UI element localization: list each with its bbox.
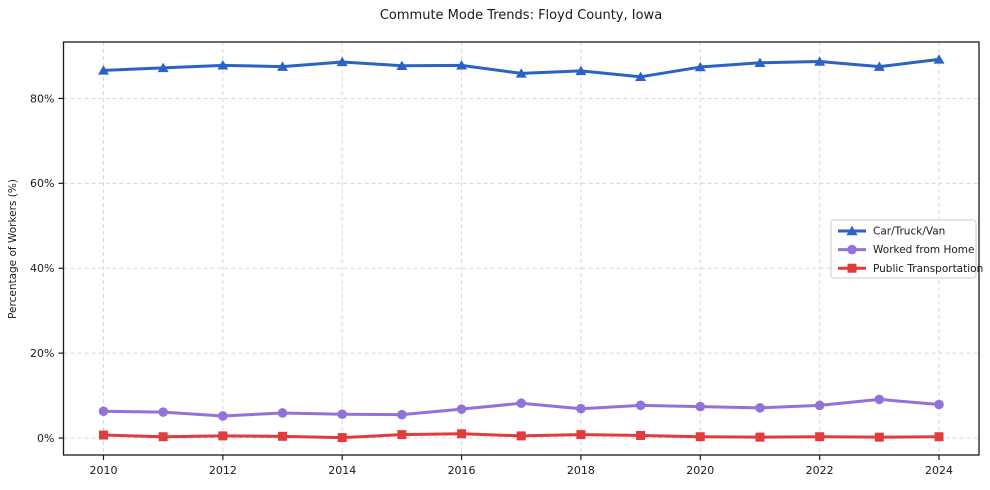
marker-public-transportation-2021 bbox=[755, 432, 765, 442]
marker-worked-from-home-2023 bbox=[874, 394, 885, 405]
legend-circle-icon bbox=[847, 244, 857, 255]
legend-item-worked-from-home: Worked from Home bbox=[838, 244, 974, 256]
y-axis-label: Percentage of Workers (%) bbox=[7, 179, 19, 319]
marker-worked-from-home-2012 bbox=[218, 411, 228, 421]
legend-triangle-icon bbox=[846, 225, 858, 236]
marker-car-truck-van-2013 bbox=[277, 61, 289, 71]
marker-worked-from-home-2014 bbox=[337, 409, 348, 420]
x-tick-label-2010: 2010 bbox=[89, 464, 117, 477]
marker-worked-from-home-2011 bbox=[158, 407, 168, 417]
marker-public-transportation-2020 bbox=[695, 432, 705, 442]
marker-car-truck-van-2022 bbox=[814, 56, 826, 66]
y-tick-label-40: 40% bbox=[30, 262, 54, 275]
marker-car-truck-van-2016 bbox=[456, 60, 468, 70]
x-tick-label-2012: 2012 bbox=[209, 464, 237, 477]
marker-worked-from-home-2013 bbox=[277, 408, 288, 418]
marker-public-transportation-2015 bbox=[397, 430, 407, 440]
marker-car-truck-van-2023 bbox=[873, 61, 885, 71]
marker-car-truck-van-2010 bbox=[97, 65, 109, 75]
marker-public-transportation-2024 bbox=[934, 432, 944, 442]
marker-car-truck-van-2018 bbox=[575, 65, 587, 76]
marker-public-transportation-2010 bbox=[98, 430, 108, 440]
y-tick-label-0: 0% bbox=[37, 432, 54, 445]
marker-car-truck-van-2015 bbox=[396, 60, 408, 70]
marker-car-truck-van-2017 bbox=[515, 68, 527, 78]
marker-public-transportation-2013 bbox=[278, 431, 288, 441]
x-tick-label-2022: 2022 bbox=[806, 464, 834, 477]
marker-worked-from-home-2017 bbox=[516, 398, 527, 409]
marker-public-transportation-2011 bbox=[158, 432, 168, 442]
marker-worked-from-home-2024 bbox=[934, 399, 944, 410]
marker-public-transportation-2019 bbox=[636, 430, 646, 440]
legend-label-worked-from-home: Worked from Home bbox=[873, 244, 974, 256]
x-tick-label-2016: 2016 bbox=[448, 464, 476, 477]
marker-public-transportation-2012 bbox=[218, 431, 228, 441]
marker-car-truck-van-2014 bbox=[336, 56, 348, 67]
chart-title: Commute Mode Trends: Floyd County, Iowa bbox=[379, 8, 663, 23]
marker-car-truck-van-2012 bbox=[217, 60, 229, 70]
marker-public-transportation-2023 bbox=[874, 432, 884, 442]
marker-worked-from-home-2021 bbox=[755, 403, 765, 413]
marker-worked-from-home-2018 bbox=[576, 403, 586, 414]
marker-car-truck-van-2011 bbox=[157, 62, 169, 73]
legend: Car/Truck/Van Worked from Home Public Tran… bbox=[830, 219, 983, 279]
legend-label-car-truck-van: Car/Truck/Van bbox=[873, 226, 945, 238]
marker-car-truck-van-2019 bbox=[635, 71, 647, 82]
marker-worked-from-home-2016 bbox=[456, 404, 467, 414]
legend-item-car-truck-van: Car/Truck/Van bbox=[838, 226, 945, 238]
legend-label-public-transportation: Public Transportation bbox=[873, 263, 983, 275]
marker-worked-from-home-2010 bbox=[98, 406, 109, 417]
x-tick-label-2014: 2014 bbox=[328, 464, 356, 477]
marker-public-transportation-2017 bbox=[516, 431, 526, 441]
marker-public-transportation-2014 bbox=[337, 433, 347, 443]
x-tick-label-2018: 2018 bbox=[567, 464, 595, 477]
legend-box bbox=[830, 219, 977, 279]
axes-spines bbox=[62, 41, 980, 456]
marker-public-transportation-2018 bbox=[576, 430, 586, 440]
y-tick-label-20: 20% bbox=[30, 347, 54, 360]
x-tick-label-2020: 2020 bbox=[686, 464, 714, 477]
y-tick-label-80: 80% bbox=[30, 92, 54, 105]
legend-item-public-transportation: Public Transportation bbox=[838, 263, 983, 275]
marker-worked-from-home-2022 bbox=[814, 400, 825, 411]
marker-public-transportation-2022 bbox=[815, 432, 825, 442]
marker-car-truck-van-2024 bbox=[933, 54, 945, 64]
marker-worked-from-home-2019 bbox=[635, 400, 646, 411]
marker-worked-from-home-2015 bbox=[397, 409, 407, 420]
marker-car-truck-van-2020 bbox=[694, 61, 706, 72]
x-tick-label-2024: 2024 bbox=[925, 464, 953, 477]
legend-square-icon bbox=[847, 263, 857, 273]
marker-public-transportation-2016 bbox=[457, 429, 467, 439]
marker-worked-from-home-2020 bbox=[695, 401, 706, 412]
y-tick-label-60: 60% bbox=[30, 177, 54, 190]
marker-car-truck-van-2021 bbox=[754, 57, 766, 67]
